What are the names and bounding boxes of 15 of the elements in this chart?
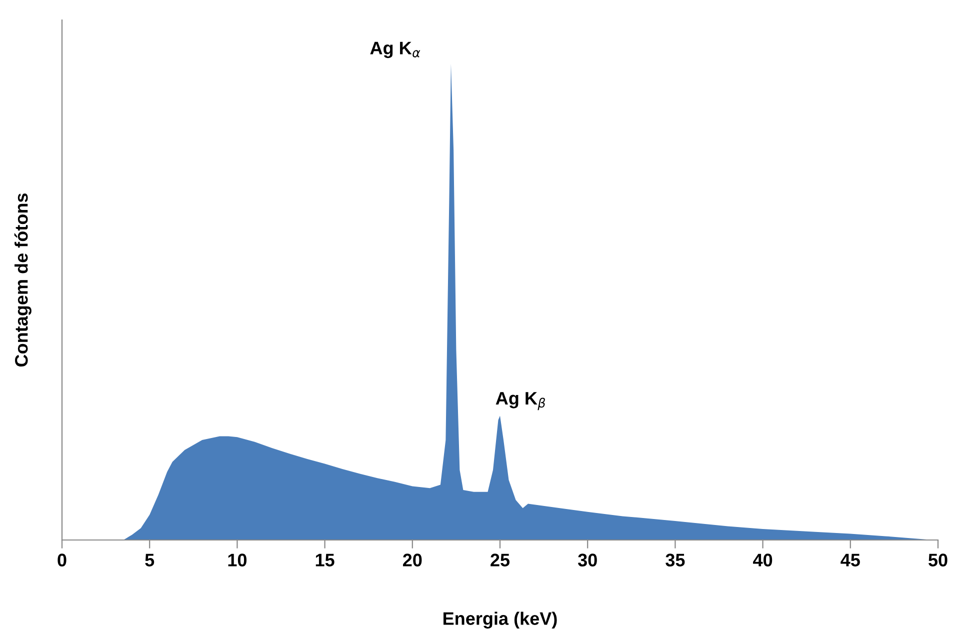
y-axis-title: Contagem de fótons [14, 193, 32, 367]
x-tick-label: 45 [840, 554, 860, 566]
annotation: Ag K$_{α}$ [370, 42, 420, 58]
x-tick-label: 35 [666, 554, 685, 566]
x-tick-label: 10 [228, 554, 247, 566]
x-tick-label: 0 [58, 554, 66, 566]
x-axis-title: Energia (keV) [444, 612, 557, 629]
x-tick-label: 50 [928, 554, 948, 566]
x-tick-label: 40 [753, 554, 772, 566]
annotation: Ag K$_{β}$ [496, 392, 545, 410]
x-tick-label: 25 [490, 554, 510, 566]
x-tick-label: 20 [402, 554, 422, 566]
x-tick-label: 30 [578, 554, 597, 566]
x-tick-label: 15 [316, 554, 334, 566]
x-tick-label: 5 [145, 554, 154, 566]
